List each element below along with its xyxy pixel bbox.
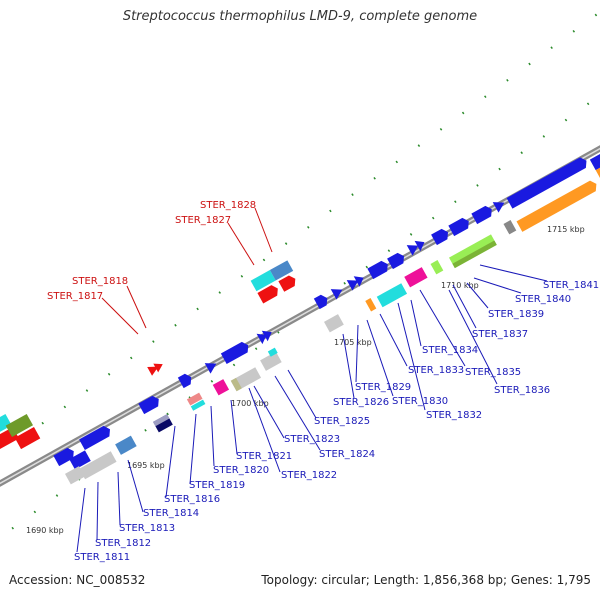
gene-feature (346, 276, 364, 291)
gene-label: STER_1823 (284, 434, 340, 445)
gene-feature (406, 240, 425, 256)
gene-feature (330, 289, 343, 300)
gene-feature (138, 395, 159, 415)
genome-summary-text: Topology: circular; Length: 1,856,368 bp… (261, 573, 591, 587)
gene-label: STER_1818 (72, 276, 128, 287)
kbp-label: 1705 kbp (334, 338, 372, 347)
gene-feature (230, 367, 262, 392)
gene-label: STER_1814 (143, 508, 199, 519)
gene-feature (147, 363, 163, 376)
gene-feature (404, 267, 428, 288)
gene-feature (449, 234, 497, 269)
gene-feature (115, 435, 137, 455)
gene-feature (431, 228, 448, 246)
gene-label: STER_1826 (333, 397, 389, 408)
gene-feature (313, 294, 328, 310)
gene-feature (506, 157, 587, 209)
red-leader-lines (101, 207, 273, 335)
forward-strand-genes (0, 153, 600, 485)
gene-label: STER_1822 (281, 470, 337, 481)
gene-label: STER_1819 (189, 480, 245, 491)
gene-feature (212, 379, 230, 396)
gene-label: STER_1836 (494, 385, 550, 396)
gene-feature (430, 260, 444, 275)
gene-label: STER_1816 (164, 494, 220, 505)
kbp-label: 1710 kbp (441, 281, 479, 290)
gene-feature (250, 260, 296, 304)
gene-label: STER_1820 (213, 465, 269, 476)
gene-feature (177, 373, 192, 389)
gene-feature (448, 217, 469, 237)
red-gene-labels: STER_1817 STER_1818 STER_1827 STER_1828 (47, 200, 256, 302)
gene-feature (79, 425, 110, 451)
gene-label: STER_1812 (95, 538, 151, 549)
gene-feature (5, 413, 41, 450)
gene-feature (256, 330, 272, 345)
gene-feature (516, 180, 597, 232)
kbp-scale: 1690 kbp 1695 kbp 1700 kbp 1705 kbp 1710… (26, 225, 585, 535)
gene-feature (471, 205, 492, 225)
gene-label: STER_1839 (488, 309, 544, 320)
gene-feature (387, 252, 404, 270)
gene-label: STER_1840 (515, 294, 571, 305)
gene-feature (65, 466, 85, 485)
gene-feature (204, 363, 217, 374)
gene-feature (365, 298, 377, 312)
gene-label: STER_1834 (422, 345, 478, 356)
gene-label: STER_1825 (314, 416, 370, 427)
gene-label: STER_1835 (465, 367, 521, 378)
gene-label: STER_1813 (119, 523, 175, 534)
gene-feature (589, 153, 600, 181)
gene-label: STER_1824 (319, 449, 375, 460)
gene-label: STER_1827 (175, 215, 231, 226)
gene-feature (153, 414, 173, 433)
gene-label: STER_1821 (236, 451, 292, 462)
gene-feature (324, 314, 344, 333)
kbp-label: 1700 kbp (231, 399, 269, 408)
gene-feature (260, 347, 282, 371)
gene-label: STER_1811 (74, 552, 130, 563)
gene-feature (69, 450, 91, 470)
blue-leader-lines (76, 264, 548, 553)
gene-feature (53, 447, 74, 467)
gene-label: STER_1829 (355, 382, 411, 393)
gene-label: STER_1837 (472, 329, 528, 340)
gene-feature (503, 220, 517, 235)
gene-label: STER_1830 (392, 396, 448, 407)
gene-feature (220, 341, 249, 365)
gene-feature (376, 283, 408, 308)
gene-feature (79, 451, 117, 480)
gene-feature (367, 260, 388, 280)
gene-label: STER_1833 (408, 365, 464, 376)
gene-label: STER_1832 (426, 410, 482, 421)
blue-gene-labels: STER_1811 STER_1812 STER_1813 STER_1814 … (74, 280, 599, 563)
kbp-label: 1695 kbp (127, 461, 165, 470)
gene-label: STER_1817 (47, 291, 103, 302)
gene-label: STER_1841 (543, 280, 599, 291)
kbp-label: 1715 kbp (547, 225, 585, 234)
gene-feature (492, 202, 505, 213)
gene-label: STER_1828 (200, 200, 256, 211)
accession-text: Accession: NC_008532 (9, 573, 146, 587)
genome-backbone (0, 145, 600, 487)
gene-feature (186, 392, 206, 411)
page-title: Streptococcus thermophilus LMD-9, comple… (122, 9, 478, 24)
kbp-label: 1690 kbp (26, 526, 64, 535)
